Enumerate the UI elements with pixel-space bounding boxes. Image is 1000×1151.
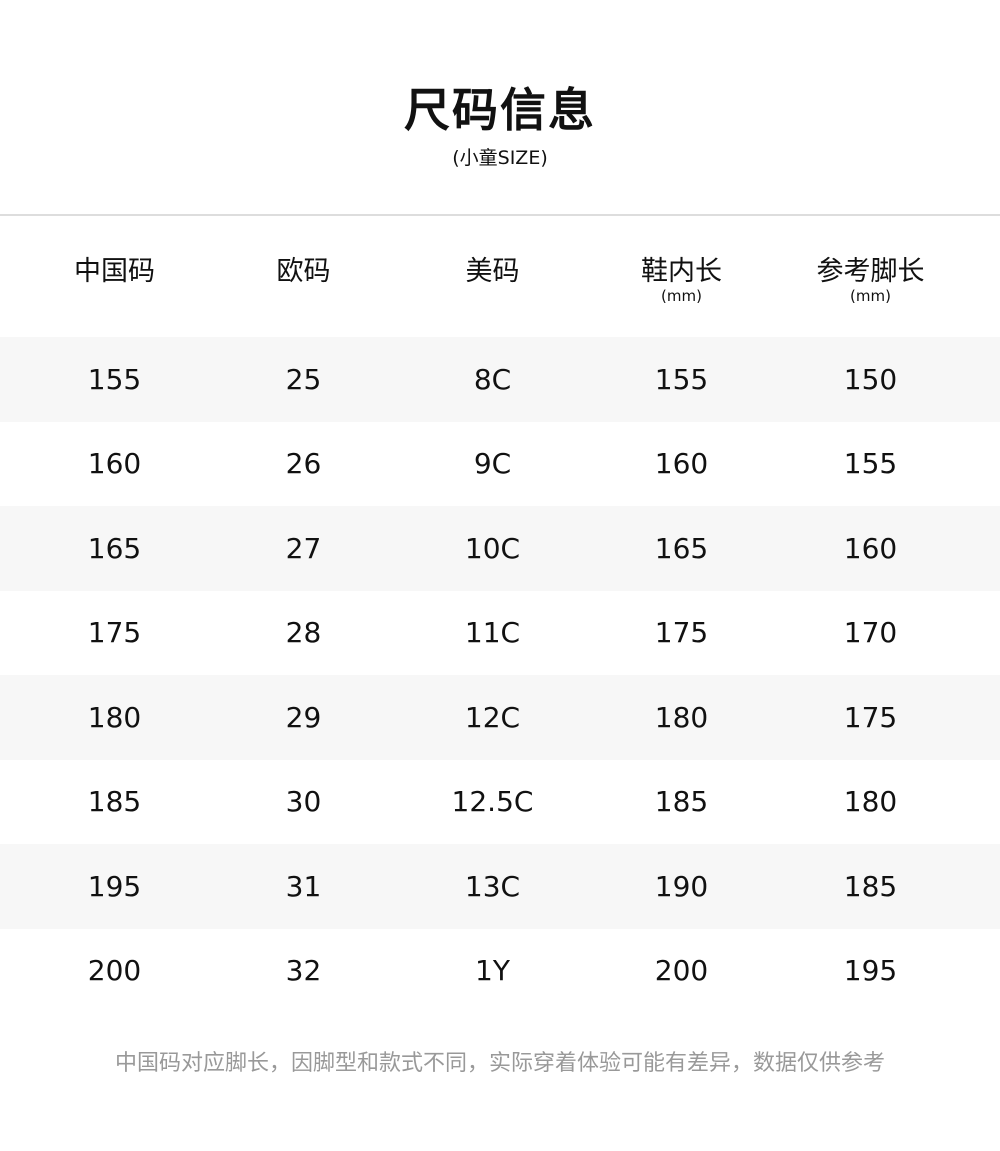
table-cell: 27 [285, 531, 322, 565]
table-cell: 9C [473, 447, 512, 481]
table-cell: 185 [843, 869, 898, 903]
table-cell: 175 [87, 616, 142, 650]
size-table-body: 155 25 8C 155 150 160 26 9C 160 155 165 27 10C 165 160… [0, 337, 1000, 1013]
table-cell: 155 [843, 447, 898, 481]
table-row: 160 26 9C 160 155 [0, 422, 1000, 507]
table-cell: 200 [87, 954, 142, 988]
column-label: 欧码 [276, 256, 331, 287]
table-cell: 175 [654, 616, 709, 650]
table-cell: 26 [285, 447, 322, 481]
table-cell: 180 [654, 700, 709, 734]
column-label: 鞋内长 [641, 256, 722, 287]
table-cell: 160 [843, 531, 898, 565]
table-cell: 150 [843, 362, 898, 396]
table-cell: 185 [87, 785, 142, 819]
divider [0, 214, 1000, 216]
column-unit: (mm) [661, 287, 702, 305]
table-cell: 160 [654, 447, 709, 481]
table-cell: 25 [285, 362, 322, 396]
table-cell: 32 [285, 954, 322, 988]
column-label: 参考脚长 [816, 256, 925, 287]
table-row: 175 28 11C 175 170 [0, 591, 1000, 676]
table-cell: 190 [654, 869, 709, 903]
page-subtitle: (小童SIZE) [452, 147, 548, 169]
column-label: 中国码 [74, 256, 155, 287]
table-row: 200 32 1Y 200 195 [0, 929, 1000, 1014]
table-cell: 200 [654, 954, 709, 988]
column-header: 参考脚长 (mm) [776, 255, 965, 305]
table-cell: 11C [464, 616, 521, 650]
table-cell: 180 [87, 700, 142, 734]
column-header: 美码 [398, 255, 587, 303]
table-cell: 160 [87, 447, 142, 481]
table-row: 180 29 12C 180 175 [0, 675, 1000, 760]
table-row: 195 31 13C 190 185 [0, 844, 1000, 929]
table-row: 185 30 12.5C 185 180 [0, 760, 1000, 845]
table-cell: 175 [843, 700, 898, 734]
table-cell: 180 [843, 785, 898, 819]
table-cell: 12.5C [451, 785, 534, 819]
table-cell: 29 [285, 700, 322, 734]
table-cell: 165 [654, 531, 709, 565]
table-cell: 28 [285, 616, 322, 650]
table-cell: 155 [87, 362, 142, 396]
column-header: 中国码 [20, 255, 209, 303]
table-cell: 155 [654, 362, 709, 396]
table-cell: 30 [285, 785, 322, 819]
table-cell: 170 [843, 616, 898, 650]
column-label: 美码 [465, 256, 520, 287]
column-unit: (mm) [850, 287, 891, 305]
table-cell: 195 [843, 954, 898, 988]
table-cell: 165 [87, 531, 142, 565]
table-cell: 8C [473, 362, 512, 396]
table-row: 155 25 8C 155 150 [0, 337, 1000, 422]
column-header: 鞋内长 (mm) [587, 255, 776, 305]
table-cell: 195 [87, 869, 142, 903]
table-header: 中国码 欧码 美码 鞋内长 (mm) 参考脚长 (mm) [20, 255, 965, 305]
table-cell: 10C [464, 531, 521, 565]
column-header: 欧码 [209, 255, 398, 303]
table-row: 165 27 10C 165 160 [0, 506, 1000, 591]
footer-note: 中国码对应脚长，因脚型和款式不同，实际穿着体验可能有差异，数据仅供参考 [114, 1051, 885, 1076]
table-cell: 13C [464, 869, 521, 903]
table-cell: 185 [654, 785, 709, 819]
page-title: 尺码信息 [404, 83, 596, 137]
table-cell: 31 [285, 869, 322, 903]
table-cell: 1Y [475, 954, 510, 988]
table-cell: 12C [464, 700, 521, 734]
